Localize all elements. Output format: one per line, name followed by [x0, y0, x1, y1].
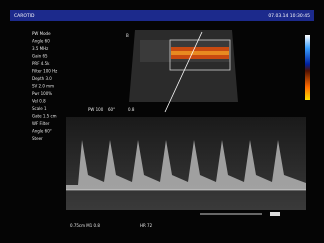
doppler-label: 60° [108, 107, 115, 112]
color-flow-core [171, 51, 229, 55]
parameter: 3.5 MHz [32, 46, 48, 51]
parameter: Depth 3.0 [32, 76, 52, 81]
scroll-thumb [270, 212, 280, 216]
parameter: Gate 1.5 cm [32, 114, 57, 119]
parameter: Scale 1 [32, 106, 47, 111]
doppler-labels: PW 100 60° 0.8 [88, 107, 135, 112]
parameter: Vel 0.8 [32, 99, 46, 104]
spectral-panel [66, 117, 306, 210]
header-datetime: 07.03.14 10:30:45 [268, 13, 310, 19]
ultrasound-screen: CAROTID 07.03.14 10:30:45 PW Mode Angle 6… [0, 0, 324, 243]
display: CAROTID 07.03.14 10:30:45 PW Mode Angle 6… [0, 0, 324, 243]
parameter: SV 2.0 mm [32, 84, 54, 89]
parameter: Angle 60° [32, 129, 52, 134]
header-title: CAROTID [14, 13, 35, 19]
parameter: Angle 60 [32, 39, 50, 44]
parameter: PRF 4.5k [32, 61, 50, 66]
parameter: WF Filter [32, 121, 50, 126]
mode-label: B [126, 33, 129, 38]
footer-left: 0.75cm M1 0.8 [70, 223, 100, 228]
footer-mid: HR 72 [140, 223, 153, 228]
doppler-label: 0.8 [128, 107, 135, 112]
parameter-list: PW Mode Angle 60 3.5 MHz Gain 65 PRF 4.5k Fil… [32, 31, 57, 141]
doppler-label: PW 100 [88, 107, 104, 112]
color-bar [305, 35, 310, 100]
parameter: Filter 100 Hz [32, 69, 57, 74]
parameter: Pwr 100% [32, 91, 52, 96]
parameter: Gain 65 [32, 54, 48, 59]
parameter: PW Mode [32, 31, 51, 36]
parameter: Steer [32, 136, 43, 141]
